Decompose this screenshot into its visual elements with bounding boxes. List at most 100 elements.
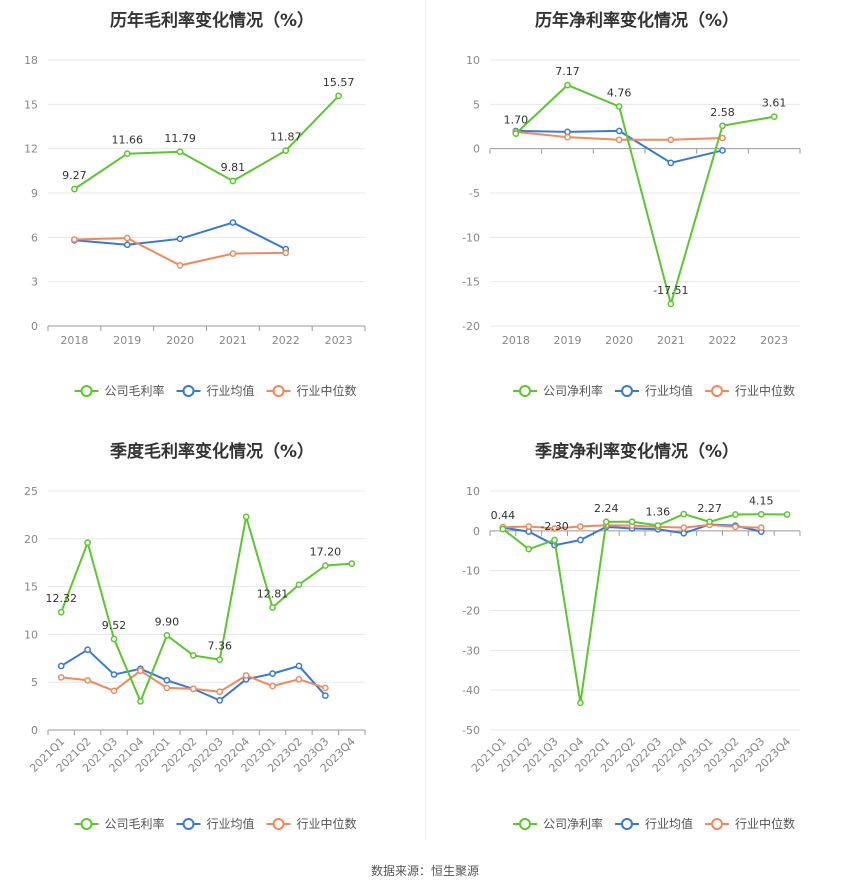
series-line-company bbox=[73, 95, 340, 190]
legend-label: 行业均值 bbox=[207, 816, 255, 831]
data-label: 9.90 bbox=[155, 615, 180, 628]
data-point-industry_median bbox=[189, 685, 197, 693]
x-tick-label: 2019 bbox=[113, 334, 141, 347]
x-tick-label: 2019 bbox=[554, 334, 582, 347]
data-point-company bbox=[176, 148, 184, 156]
legend-label: 公司毛利率 bbox=[105, 383, 165, 398]
data-point-company bbox=[551, 536, 558, 544]
y-tick-label: -30 bbox=[462, 644, 480, 657]
data-point-industry_median bbox=[123, 234, 131, 242]
y-tick-label: 12 bbox=[24, 143, 38, 156]
legend-item: 行业均值 bbox=[615, 816, 693, 831]
data-label: 7.17 bbox=[555, 65, 580, 78]
data-label: 3.61 bbox=[762, 97, 787, 110]
data-point-company bbox=[335, 92, 342, 100]
legend-swatch-marker bbox=[80, 818, 93, 830]
data-point-industry_avg bbox=[176, 235, 184, 243]
y-tick-label: 9 bbox=[31, 187, 38, 200]
data-point-industry_avg bbox=[269, 670, 276, 677]
y-tick-label: -20 bbox=[462, 605, 480, 618]
series-line-company bbox=[515, 83, 775, 308]
x-tick-label: 2018 bbox=[502, 334, 530, 347]
data-label: 11.87 bbox=[270, 131, 302, 144]
legend-swatch-marker bbox=[182, 385, 195, 397]
legend-swatch-marker bbox=[272, 818, 285, 830]
chart-title: 历年毛利率变化情况（%） bbox=[110, 10, 314, 31]
y-tick-label: 6 bbox=[31, 231, 38, 244]
legend-item: 行业均值 bbox=[176, 816, 255, 831]
legend-label: 行业均值 bbox=[207, 383, 255, 398]
data-point-company bbox=[57, 608, 65, 616]
data-point-industry_median bbox=[242, 672, 250, 679]
data-point-industry_avg bbox=[564, 128, 571, 136]
data-point-industry_median bbox=[615, 136, 623, 144]
data-point-company bbox=[628, 518, 636, 526]
legend-swatch-marker bbox=[711, 818, 723, 830]
x-tick-label: 2021 bbox=[219, 334, 247, 347]
data-point-company bbox=[189, 652, 197, 659]
data-point-industry_median bbox=[137, 667, 144, 675]
legend-item: 行业中位数 bbox=[266, 816, 357, 831]
data-point-company bbox=[216, 656, 224, 663]
legend-label: 行业中位数 bbox=[297, 816, 357, 831]
data-point-industry_median bbox=[551, 525, 558, 532]
data-point-company bbox=[564, 81, 571, 89]
data-point-company bbox=[770, 113, 778, 121]
annual-net-margin-chart: 历年净利率变化情况（%） -20 -15 -10 -5 0 5 10 2018 2019 2020 2… bbox=[425, 0, 850, 425]
data-point-company bbox=[654, 522, 662, 529]
data-point-company bbox=[123, 150, 131, 158]
chart-title: 季度净利率变化情况（%） bbox=[535, 441, 739, 462]
data-point-industry_median bbox=[163, 684, 171, 692]
y-tick-label: -5 bbox=[469, 187, 480, 200]
data-label: -17.51 bbox=[653, 284, 688, 297]
data-point-industry_avg bbox=[84, 646, 91, 654]
x-tick-label: 2022 bbox=[272, 334, 300, 347]
data-point-industry_median bbox=[577, 523, 584, 530]
data-point-company bbox=[615, 103, 623, 110]
legend-item: 行业中位数 bbox=[705, 383, 795, 398]
data-point-company bbox=[269, 604, 276, 611]
data-point-industry_avg bbox=[216, 697, 224, 704]
x-tick-label: 2022 bbox=[709, 334, 737, 347]
y-tick-label: 0 bbox=[473, 143, 480, 156]
y-tick-label: 10 bbox=[24, 628, 38, 641]
data-label: 12.81 bbox=[257, 588, 289, 601]
annual-gross-margin-chart: 历年毛利率变化情况（%） 0 3 6 9 12 15 18 2018 2019 2020 2021 20… bbox=[0, 0, 425, 425]
data-point-company bbox=[322, 562, 329, 569]
data-label: 4.15 bbox=[749, 494, 774, 507]
data-label: 4.76 bbox=[607, 86, 632, 99]
y-tick-label: 25 bbox=[24, 485, 38, 498]
data-point-company bbox=[783, 511, 791, 518]
data-point-industry_median bbox=[71, 236, 78, 243]
y-tick-label: 18 bbox=[24, 54, 38, 67]
data-label: 11.79 bbox=[164, 132, 196, 145]
data-point-industry_avg bbox=[123, 241, 131, 249]
legend-swatch-marker bbox=[519, 818, 531, 830]
data-label: 9.52 bbox=[102, 619, 127, 632]
data-label: 2.58 bbox=[710, 106, 735, 119]
data-label: 9.81 bbox=[221, 161, 246, 174]
data-label: 2.27 bbox=[697, 502, 722, 515]
chart-title: 历年净利率变化情况（%） bbox=[535, 10, 739, 31]
data-point-industry_median bbox=[322, 684, 329, 692]
data-point-industry_median bbox=[757, 524, 765, 531]
legend-swatch-marker bbox=[621, 818, 633, 830]
data-point-industry_median bbox=[295, 675, 303, 683]
data-point-company bbox=[512, 130, 520, 137]
data-point-industry_avg bbox=[667, 159, 675, 167]
data-point-industry_avg bbox=[680, 529, 688, 537]
data-point-industry_avg bbox=[322, 692, 329, 699]
quarterly-gross-margin-chart: 季度毛利率变化情况（%） 0 5 10 15 20 25 2021Q1 2021Q2 2021Q3… bbox=[0, 425, 425, 840]
x-tick-label: 2018 bbox=[60, 334, 88, 347]
data-point-industry_avg bbox=[295, 662, 303, 670]
legend-swatch-marker bbox=[272, 385, 285, 397]
y-tick-label: 0 bbox=[31, 320, 38, 333]
legend-label: 公司毛利率 bbox=[105, 816, 165, 831]
chart-svg: 季度净利率变化情况（%）-50-40-30-20-100102021Q12021… bbox=[462, 441, 801, 831]
data-point-company bbox=[732, 511, 739, 518]
legend-label: 公司净利率 bbox=[543, 383, 603, 398]
y-tick-label: -10 bbox=[462, 231, 480, 244]
x-tick-label: 2020 bbox=[166, 334, 194, 347]
chart-title: 季度毛利率变化情况（%） bbox=[110, 441, 314, 462]
legend-swatch-marker bbox=[182, 818, 195, 830]
